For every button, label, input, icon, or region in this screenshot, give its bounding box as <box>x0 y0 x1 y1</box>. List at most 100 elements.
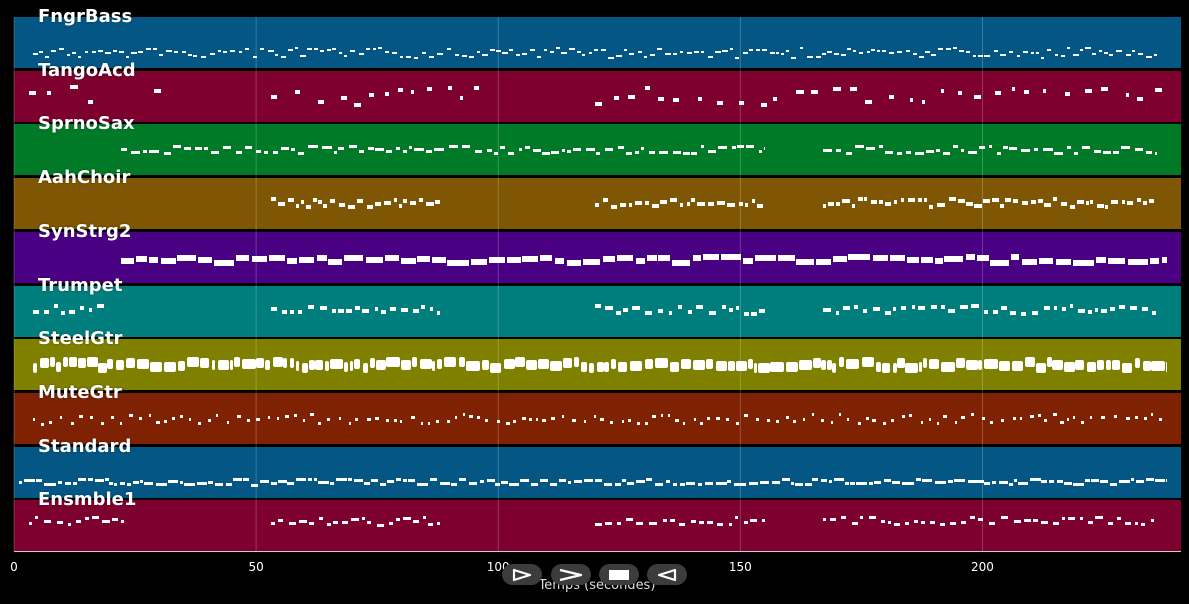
note <box>703 254 720 261</box>
note <box>45 55 49 58</box>
note <box>1134 358 1141 369</box>
note <box>1047 357 1053 367</box>
note <box>432 360 436 371</box>
note <box>901 481 914 485</box>
note <box>419 358 432 369</box>
note <box>411 415 415 419</box>
note <box>154 88 162 93</box>
note <box>744 413 748 417</box>
note <box>1020 417 1023 421</box>
note <box>551 151 559 155</box>
note <box>1043 418 1048 422</box>
note <box>948 480 953 484</box>
note <box>454 416 457 420</box>
note <box>331 47 337 50</box>
note <box>446 419 451 423</box>
note <box>977 517 984 521</box>
play-button[interactable] <box>502 564 542 585</box>
note <box>403 516 411 520</box>
note <box>43 310 50 315</box>
note <box>1060 202 1068 206</box>
note <box>272 357 283 368</box>
note <box>225 482 232 486</box>
track-mutegtr[interactable] <box>14 393 1181 444</box>
note <box>508 483 519 486</box>
note <box>666 479 671 483</box>
note <box>1005 198 1011 203</box>
note <box>729 307 734 312</box>
note <box>914 520 919 523</box>
note <box>236 255 250 261</box>
note <box>811 90 818 94</box>
forward-button[interactable] <box>551 564 591 585</box>
note <box>868 516 876 520</box>
track-tangoacd[interactable] <box>14 71 1181 122</box>
note <box>439 481 451 485</box>
note <box>602 197 609 202</box>
note <box>672 482 678 486</box>
note <box>965 254 975 261</box>
note <box>1008 482 1014 486</box>
note <box>1140 522 1145 526</box>
note <box>760 102 767 107</box>
note <box>353 478 364 482</box>
track-sprnosax[interactable] <box>14 124 1181 175</box>
note <box>794 482 803 486</box>
note <box>626 481 635 485</box>
track-aahchoir[interactable] <box>14 178 1181 229</box>
note <box>846 152 853 156</box>
note <box>436 419 440 423</box>
note <box>126 56 130 59</box>
note <box>776 419 780 423</box>
note <box>368 92 374 97</box>
track-synstrg2[interactable] <box>14 232 1181 283</box>
note <box>396 477 402 481</box>
note <box>905 49 910 52</box>
note <box>994 91 1002 96</box>
note <box>632 306 641 311</box>
note <box>968 150 978 154</box>
note <box>1031 311 1038 316</box>
note <box>430 478 438 482</box>
note <box>729 47 734 50</box>
note <box>143 481 154 485</box>
track-ensmble1[interactable] <box>14 500 1181 551</box>
note <box>705 359 713 370</box>
note <box>672 259 691 266</box>
note <box>907 198 916 203</box>
note <box>884 310 891 315</box>
note <box>1098 49 1102 52</box>
note <box>363 482 370 486</box>
note <box>739 202 743 207</box>
note <box>184 482 195 486</box>
track-trumpet[interactable] <box>14 286 1181 337</box>
play-outline-icon <box>512 568 532 581</box>
note <box>750 518 757 522</box>
note <box>489 48 495 51</box>
x-tick-label: 50 <box>248 560 264 574</box>
note <box>960 305 968 310</box>
track-fngrbass[interactable] <box>14 17 1181 68</box>
note <box>1118 479 1130 483</box>
note <box>872 419 877 423</box>
track-standard[interactable] <box>14 447 1181 498</box>
note <box>662 519 668 523</box>
note <box>796 89 805 94</box>
note <box>308 144 318 148</box>
note <box>1023 89 1029 94</box>
note <box>696 202 705 207</box>
note <box>61 311 66 315</box>
note <box>168 479 179 483</box>
track-steelgtr[interactable] <box>14 339 1181 390</box>
note <box>820 419 824 423</box>
note <box>214 482 224 486</box>
note <box>362 309 370 313</box>
note <box>357 198 364 203</box>
note <box>503 358 515 369</box>
stop-button[interactable] <box>599 564 639 585</box>
note <box>370 358 375 369</box>
note <box>835 311 840 316</box>
note <box>238 50 242 53</box>
note <box>743 257 753 264</box>
rewind-button[interactable] <box>647 564 687 585</box>
